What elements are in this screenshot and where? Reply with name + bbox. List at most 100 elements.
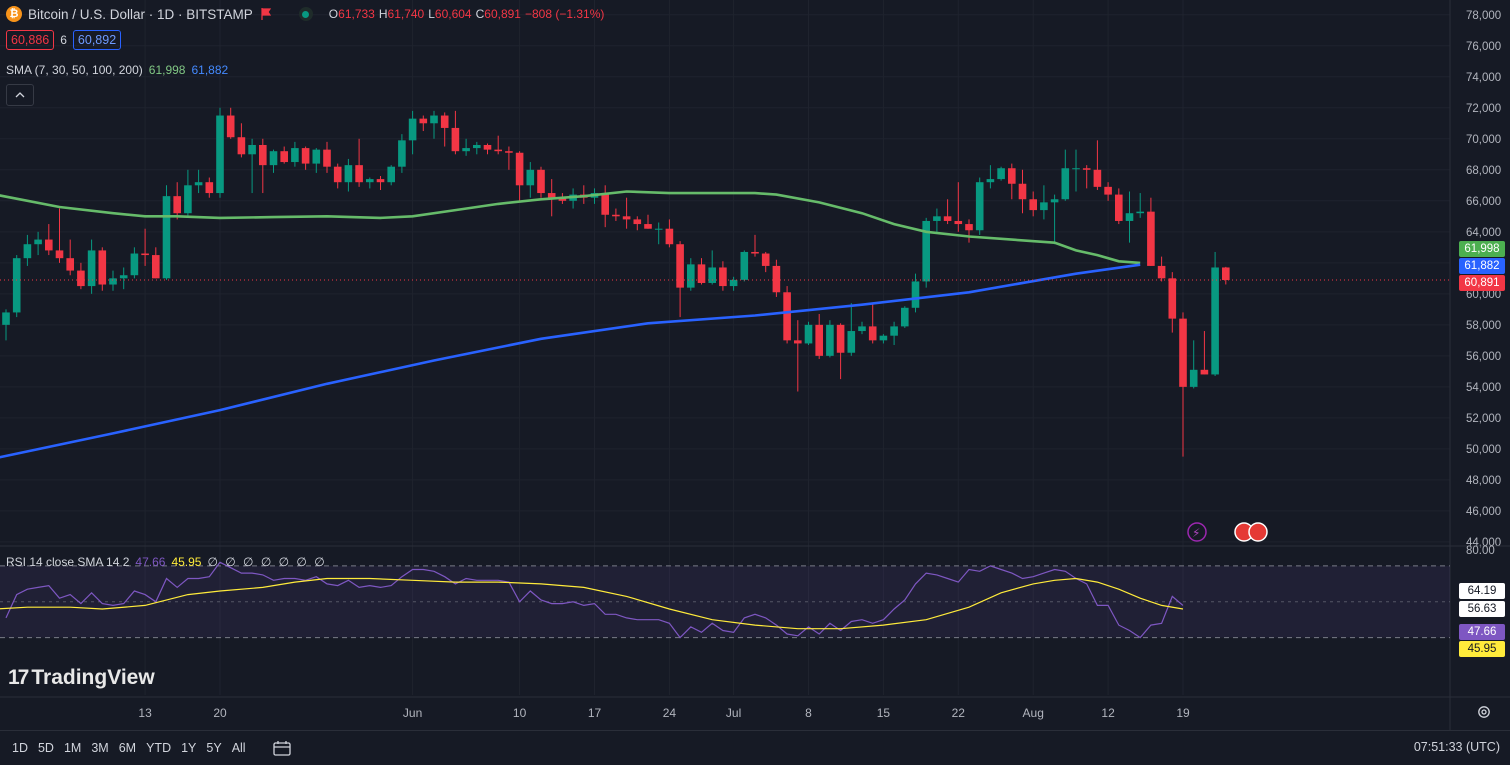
collapse-legend-button[interactable] [6,84,34,106]
last-price-tag: 60,891 [1459,275,1505,291]
rsi-legend[interactable]: RSI 14 close SMA 14 2 47.66 45.95 ∅ ∅ ∅ … [6,555,327,569]
candle-body [237,137,246,155]
candle-body [847,331,856,353]
candle-body [473,144,481,149]
sma-legend[interactable]: SMA (7, 30, 50, 100, 200) 61,998 61,882 [6,63,228,77]
candle-body [687,264,695,288]
range-5d-button[interactable]: 5D [37,741,54,755]
candle-body [644,224,652,229]
range-ytd-button[interactable]: YTD [146,741,172,755]
calendar-range-icon[interactable] [272,740,291,756]
sma-blue-line [0,263,1141,459]
x-tick-label: 24 [663,706,677,720]
candle-body [355,165,363,183]
range-1y-button[interactable]: 1Y [181,741,197,755]
candle-body [965,224,973,231]
candle-body [622,216,631,220]
candle-body [761,253,770,266]
sma-green-value: 61,998 [148,63,186,77]
candle-body [1168,278,1177,319]
sma-green-line [0,190,1141,265]
range-5y-button[interactable]: 5Y [206,741,222,755]
market-status-icon[interactable] [298,7,313,21]
rsi-label: RSI 14 close SMA 14 2 [6,555,130,569]
sell-price-button[interactable]: 60,886 [6,30,55,50]
rsi-sma-value-tag: 45.95 [1459,641,1505,657]
y-tick-label: 76,000 [1466,41,1501,53]
x-tick-label: Jun [403,706,422,720]
candle-body [462,148,470,152]
range-1m-button[interactable]: 1M [63,741,82,755]
candle-body [558,197,567,201]
candle-body [34,239,42,245]
range-6m-button[interactable]: 6M [118,741,137,755]
candle-body [152,255,160,279]
candle-body [451,127,460,152]
candle-body [1072,168,1080,170]
candle-body [1093,169,1102,187]
symbol-title[interactable]: Bitcoin / U.S. Dollar · 1D · BITSTAMP [28,6,253,22]
y-tick-label: 70,000 [1466,134,1501,146]
candle-body [1061,168,1070,200]
rsi-level-tag: 56.63 [1459,601,1505,617]
ohlc-low: L60,604 [428,7,472,21]
candle-body [344,165,353,183]
range-3m-button[interactable]: 3M [91,741,109,755]
candle-body [494,149,502,152]
y-tick-label: 78,000 [1466,10,1501,22]
candle-body [1050,199,1059,203]
candle-body [259,144,267,166]
x-tick-label: 17 [588,706,602,720]
candle-body [890,326,898,336]
rsi-value: 47.66 [135,555,166,569]
candle-body [23,244,32,259]
flag-icon[interactable] [259,7,273,21]
candle-body [66,258,74,271]
tradingview-logo[interactable]: 17 TradingView [8,666,155,690]
y-tick-label: 58,000 [1466,320,1501,332]
candle-body [216,115,224,194]
candle-body [323,149,331,167]
candle-body [708,267,716,283]
candle-body [954,220,963,225]
candle-body [12,258,21,313]
y-tick-label: 46,000 [1466,506,1501,518]
candle-body [77,270,85,287]
candle-body [922,220,930,282]
candle-body [173,196,181,214]
candle-body [783,292,791,341]
range-1d-button[interactable]: 1D [12,741,28,755]
candle-body [430,115,438,124]
candle-body [1211,267,1219,375]
candle-body [1147,211,1155,266]
range-all-button[interactable]: All [231,741,246,755]
candle-body [1082,168,1091,170]
utc-clock[interactable]: 07:51:33 (UTC) [1413,740,1500,754]
candle-body [45,239,53,251]
x-tick-label: 13 [138,706,152,720]
buy-price-button[interactable]: 60,892 [72,30,122,50]
candle-body [280,151,288,163]
candle-body [933,216,941,221]
gear-icon[interactable] [1476,704,1492,720]
candle-body [162,196,171,279]
tradingview-wordmark: TradingView [31,666,155,689]
candle-body [1008,168,1016,184]
candle-body [419,118,428,124]
candle-body [291,148,299,163]
candle-body [1029,199,1037,211]
candle-body [601,193,609,215]
candle-body [119,275,128,279]
bottom-toolbar: 1D 5D 1M 3M 6M YTD 1Y 5Y All 07:51:33 (U… [0,730,1510,765]
candle-body [794,340,802,344]
sma-blue-price-tag: 61,882 [1459,258,1505,274]
tradingview-mark-icon: 17 [8,666,29,689]
ohlc-open: O61,733 [328,7,375,21]
candle-body [804,324,813,344]
candle-body [301,148,310,164]
x-tick-label: 15 [877,706,891,720]
sma-label: SMA (7, 30, 50, 100, 200) [6,63,143,77]
candle-body [408,118,417,141]
x-tick-label: 19 [1176,706,1190,720]
